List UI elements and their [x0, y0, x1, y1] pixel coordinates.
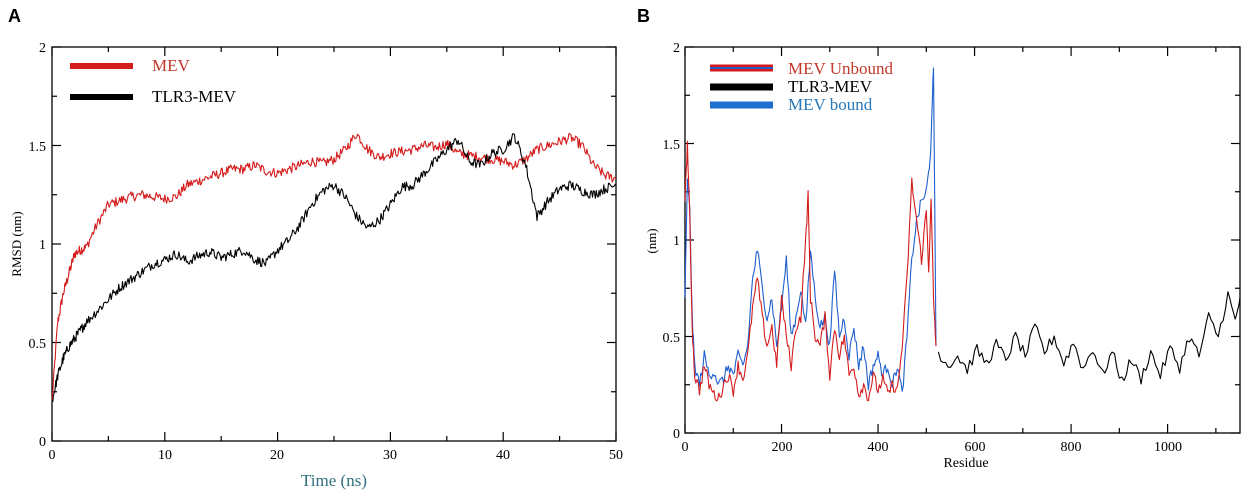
panel-b-ytick-1: 1 — [673, 234, 680, 249]
panel-a-ticks — [51, 46, 617, 442]
panel-a-xlabel: Time (ns) — [301, 471, 367, 490]
panel-a-xtick-30: 30 — [383, 448, 397, 463]
panel-a-xtick-40: 40 — [496, 448, 510, 463]
panel-a-xtick-10: 10 — [158, 448, 172, 463]
panel-b-legend: MEV Unbound TLR3-MEV MEV bound — [710, 59, 893, 114]
panel-a-ytick-0.5: 0.5 — [29, 337, 47, 352]
panel-b-ytick-1.5: 1.5 — [663, 138, 681, 153]
panel-b-xlabel: Residue — [943, 456, 988, 471]
panel-a-series — [51, 132, 617, 402]
panel-b-chart: 0 0.5 1 1.5 2 0 200 400 600 800 1000 Res… — [644, 41, 1241, 471]
panel-a-ytick-0: 0 — [39, 435, 46, 450]
panel-b-xtick-0: 0 — [682, 440, 689, 455]
panel-a-xtick-0: 0 — [49, 448, 56, 463]
panel-a-ytick-2: 2 — [39, 41, 46, 56]
panel-b-legend-label-mev-bound: MEV bound — [788, 95, 873, 114]
panel-b-series-tlr3-mev — [937, 291, 1241, 385]
panel-a-legend-label-tlr3-mev: TLR3-MEV — [152, 87, 237, 106]
panel-b-xtick-600: 600 — [965, 440, 986, 455]
panel-a-xtick-50: 50 — [609, 448, 623, 463]
panel-b-ytick-0: 0 — [673, 427, 680, 442]
panel-a-plot-frame — [51, 46, 617, 442]
panel-b-legend-label-mev-unbound: MEV Unbound — [788, 59, 893, 78]
panel-letter-b: B — [637, 6, 650, 26]
panel-b-series-mev-unbound — [684, 140, 937, 402]
panel-b-ylabel: (nm) — [644, 228, 659, 253]
panel-a-ytick-1: 1 — [39, 238, 46, 253]
panel-a-ytick-1.5: 1.5 — [29, 140, 47, 155]
panel-b-xtick-1000: 1000 — [1154, 440, 1182, 455]
panel-b-xtick-400: 400 — [868, 440, 889, 455]
panel-b-series — [684, 67, 1241, 402]
panel-a-series-tlr3-mev — [51, 133, 617, 402]
panel-b-legend-label-tlr3-mev: TLR3-MEV — [788, 77, 873, 96]
panel-b-ticks — [684, 46, 1240, 434]
panel-letter-a: A — [8, 6, 21, 26]
panel-b-xtick-200: 200 — [772, 440, 793, 455]
panel-a-chart: 0 0.5 1 1.5 2 0 10 20 30 40 50 Time (ns)… — [9, 41, 623, 490]
panel-b-ytick-0.5: 0.5 — [663, 331, 681, 346]
panel-a-legend: MEV TLR3-MEV — [70, 56, 237, 106]
panel-a-series-mev — [51, 132, 617, 402]
panel-b-xtick-800: 800 — [1061, 440, 1082, 455]
panel-b-series-mev-bound — [684, 67, 937, 392]
panel-b-ytick-2: 2 — [673, 41, 680, 56]
panel-a-ylabel: RMSD (nm) — [9, 211, 24, 276]
panel-a-xtick-20: 20 — [270, 448, 284, 463]
panel-a-legend-label-mev: MEV — [152, 56, 191, 75]
